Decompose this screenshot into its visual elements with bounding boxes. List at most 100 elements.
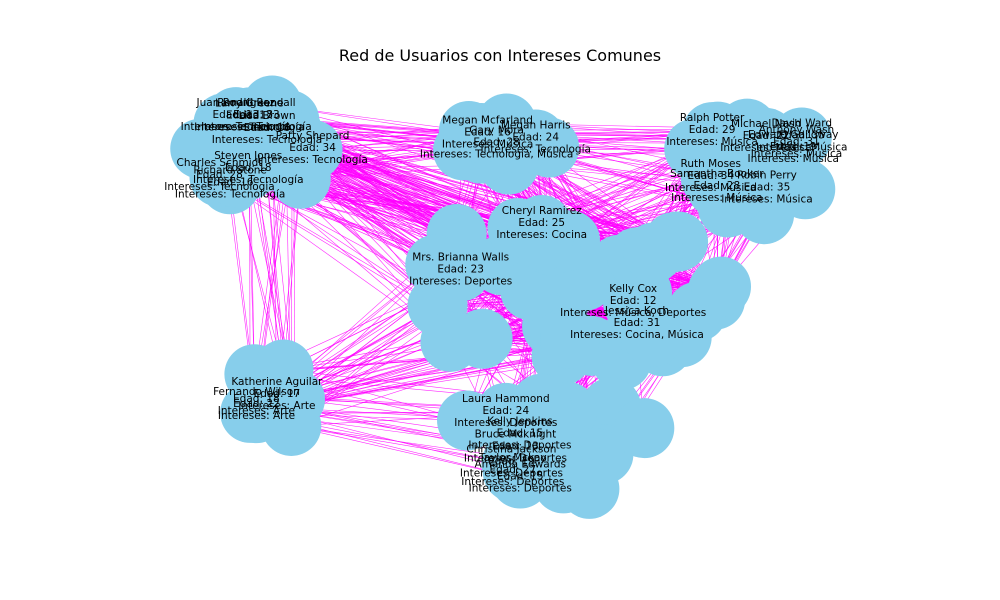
user-node-label: Lisa Brown Edad: 16 Intereses: Tecnología [212,110,322,146]
user-node-label: Christina Jackson Edad: 19 Intereses: Depo… [460,443,563,479]
nodes-layer [170,75,836,519]
user-name: Jessica Koch [604,305,669,317]
user-age: Edad: 33 [233,109,280,121]
user-age: Edad: 19 [488,455,535,467]
chart-title: Red de Usuarios con Intereses Comunes [338,46,662,65]
user-age: Edad: 15 [497,470,544,482]
user-name: Robin Perry [737,170,797,182]
user-age: Edad: 34 [289,142,336,154]
user-age: Edad: 24 [512,131,559,143]
user-interests: Intereses: Música [666,136,757,148]
user-age: Edad: 12 [610,295,657,307]
user-name: Ralph Potter [680,112,745,124]
user-node-label: Cheryl Ramirez Edad: 25 Intereses: Cocina [496,205,587,241]
user-interests: Intereses: Tecnología [194,121,304,133]
edge [287,355,562,407]
user-node-label: Edad: 18 Intereses: Arte [218,393,295,417]
user-interests: Intereses: Arte [238,400,315,412]
user-interests: Intereses: Música [671,192,762,204]
user-interests: Intereses: Deportes [409,275,512,287]
edge [291,425,512,464]
user-node-label: Gary Mora Edad: 28 Intereses: Tecnología, … [420,125,573,161]
user-node-label: Laura Hammond Edad: 24 Intereses: Deportes [454,393,557,429]
user-name: Ruth Moses [681,158,741,170]
user-node-background [405,234,466,295]
user-name: Amanda Edwards [474,458,566,470]
user-name: Laura Hammond [462,393,550,405]
user-node-label: Kelly Jenkins Edad: 15 Intereses: Deportes [468,416,571,452]
user-name: Fernando Wilson [213,386,300,398]
user-interests: Intereses: Tecnología [201,121,311,133]
user-node-background [775,159,836,220]
user-name: Anthony Wash [759,124,835,136]
user-node-label: Robin Perry Edad: 35 Intereses: Música [721,170,812,206]
user-interests: Intereses: Deportes [469,482,572,494]
user-interests: Intereses: Tecnología, Música [420,149,573,161]
user-name: Patty Shepard [276,130,350,142]
user-node-background [208,106,269,167]
user-node-label: Mrs. Brianna Walls Edad: 23 Intereses: Dep… [409,251,512,287]
user-node-background [451,103,512,164]
edge [291,425,521,479]
user-age: Edad: 35 [778,129,825,141]
user-node-background [687,101,748,162]
user-name: Richard Stone [193,164,267,176]
user-name: Lisa Brown [239,110,296,122]
user-interests: Intereses: Música [665,182,756,194]
user-age: Edad: 27 [489,464,536,476]
user-name: Ronald Randall [217,97,295,109]
user-node-label: Richard Stone Edad: 16 Intereses: Tecnolog… [175,164,285,200]
user-node-label: Steven Jones Edad: 18 Intereses: Tecnologí… [193,150,303,186]
user-age: Edad: 16 [464,126,511,138]
edge [283,178,302,370]
user-interests: Intereses: Música, Deportes [560,307,706,319]
user-node-label: Samantha Booker Edad: 28 Intereses: Música [670,168,764,204]
user-node-label: Juan Rodriguez Edad: 13 Intereses: Tecnolo… [181,97,291,133]
user-node-label: David Ward Edad: 35 Intereses: Música [756,117,847,153]
user-age: Edad: 31 [614,317,661,329]
edge [294,264,436,400]
user-age: Edad: 28 [473,137,520,149]
user-node-label: Taylor Mckay Edad: 27 Intereses: Deportes [461,452,564,488]
user-node-background [261,395,322,456]
user-age: Edad: 35 [744,182,791,194]
user-interests: Intereses: Tecnología [480,143,590,155]
user-node-background [623,222,684,283]
labels-layer: Patty Shepard Edad: 34 Intereses: Tecnolog… [164,97,847,495]
user-node-label: Ruth Moses Edad: 34 Intereses: Música [665,158,756,194]
user-age: Edad: 16 [207,176,254,188]
user-node-label: Edward Galloway Edad: 19 Intereses: Música [748,129,839,165]
user-interests: Intereses: Música [721,194,812,206]
user-age: Edad: 13 [492,440,539,452]
user-age: Edad: 15 [497,428,544,440]
user-interests: Intereses: Deportes [454,417,557,429]
user-interests: Intereses: Deportes [464,452,567,464]
user-name: Edward Galloway [748,129,839,141]
user-node-label: Amanda Edwards Edad: 15 Intereses: Deporte… [469,458,572,494]
user-age: Edad: 29 [689,124,736,136]
user-node-label: Fernando Wilson Edad: 22 Intereses: Arte [213,386,300,422]
user-node-label: Michael Nash Edad: 22 Intereses: Música [720,118,811,154]
user-node-background [705,163,766,224]
user-interests: Intereses: Cocina [496,229,587,241]
user-name: Larry Greene [215,97,284,109]
user-node-background [511,373,572,434]
user-age: Edad: 16 [244,122,291,134]
user-name: Steven Jones [214,150,282,162]
user-age: Edad: 25 [518,217,565,229]
user-age: Edad: 34 [687,170,734,182]
user-node-background [540,308,601,369]
user-name: Kelly Cox [609,283,657,295]
user-node-label: Katherine Aguilar Edad: 17 Intereses: Arte [231,376,323,412]
user-name: David Ward [771,117,832,129]
user-age: Edad: 22 [743,130,790,142]
user-name: Katherine Aguilar [231,376,323,388]
user-age: Edad: 19 [770,141,817,153]
user-node-label: Jessica Koch Edad: 31 Intereses: Cocina, M… [570,305,704,341]
user-interests: Intereses: Música [442,138,533,150]
user-name: Juan Rodriguez [196,97,276,109]
user-node-background [513,210,574,271]
user-age: Edad: 28 [196,169,243,181]
user-node-background [253,339,314,400]
